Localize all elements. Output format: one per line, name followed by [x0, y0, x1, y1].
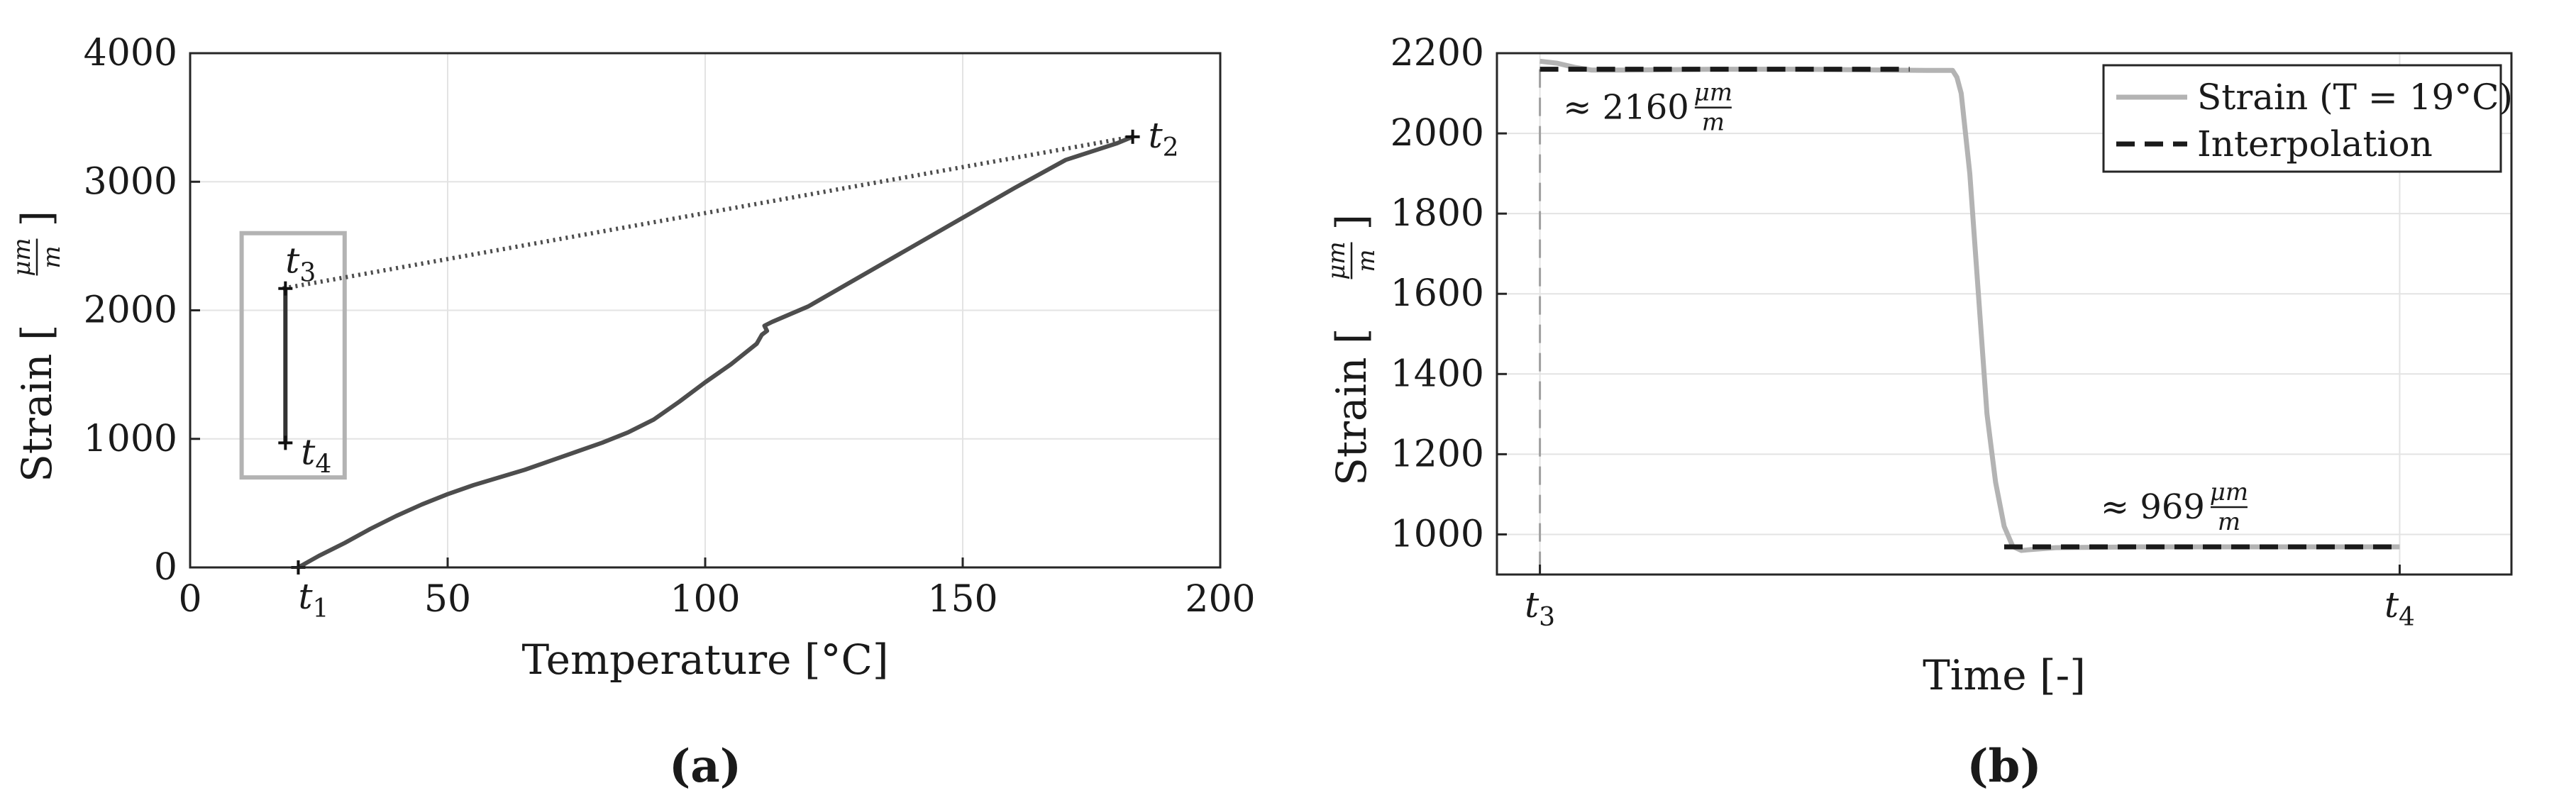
annotation-0-unit-denominator: m [1702, 109, 1725, 137]
x-tick-label: 200 [1185, 578, 1255, 621]
series-line-1 [282, 134, 1134, 291]
panel-b-grid [1497, 52, 2511, 575]
point-label-t3-subscript: 3 [299, 259, 316, 288]
x-tick-label-t3-subscript: 3 [1539, 603, 1555, 632]
panel-a-x-axis-label: Temperature [°C] [521, 636, 888, 684]
annotation-1-unit: μmm [2210, 478, 2248, 536]
panel-b-plot-area [1539, 58, 2400, 575]
y-tick-label: 0 [154, 546, 177, 589]
y-tick-label: 4000 [84, 32, 177, 74]
x-tick-label: 0 [178, 578, 201, 621]
point-label-t1-base: t [298, 576, 313, 617]
x-tick-label: 100 [670, 578, 740, 621]
panel-b-legend: Strain (T = 19°C) Interpolation [2102, 64, 2513, 173]
x-tick-label-t3: t3 [1525, 584, 1555, 632]
y-tick-label: 1800 [1391, 192, 1484, 235]
point-label-t4: t4 [301, 431, 331, 479]
panel-a-y-axis-label: Strain [ μm m] [8, 211, 66, 482]
point-label-t4-subscript: 4 [315, 450, 331, 479]
y-axis-label-unit-numerator: μm [1322, 241, 1351, 279]
x-tick-label-t3-base: t [1525, 584, 1539, 626]
y-tick-label: 2200 [1391, 32, 1484, 74]
annotation-1-value: ≈ 969 [2101, 487, 2205, 527]
panel-a-caption: (a) [669, 740, 741, 793]
y-axis-label-close: ] [13, 211, 61, 227]
y-tick-label: 2000 [1391, 112, 1484, 155]
point-label-t2-base: t [1149, 115, 1163, 156]
annotation-0-value: ≈ 2160 [1563, 88, 1689, 128]
x-tick-label-t4-base: t [2384, 584, 2399, 626]
y-axis-label-text: Strain [ [13, 325, 61, 482]
legend-label-1: Interpolation [2197, 123, 2433, 165]
x-tick-label: 50 [424, 578, 471, 621]
y-tick-label: 1600 [1391, 272, 1484, 315]
point-label-t2-subscript: 2 [1163, 133, 1179, 162]
annotation-1-unit-numerator: μm [2210, 478, 2248, 506]
y-tick-label: 1400 [1391, 353, 1484, 395]
y-axis-label-unit-denominator: m [38, 245, 66, 268]
y-axis-label-unit-denominator: m [1352, 249, 1381, 272]
legend-label-0: Strain (T = 19°C) [2197, 77, 2513, 118]
y-axis-label-unit: μm m [8, 238, 66, 276]
x-tick-label: 150 [927, 578, 997, 621]
y-axis-label-unit-numerator: μm [8, 238, 36, 276]
y-axis-label-unit: μm m [1322, 241, 1381, 279]
point-label-t2: t2 [1149, 115, 1179, 162]
x-tick-label-t4: t4 [2384, 584, 2415, 632]
y-tick-label: 2000 [84, 289, 177, 332]
y-tick-label: 3000 [84, 160, 177, 203]
y-axis-label-close: ] [1327, 214, 1376, 231]
legend-box [2102, 64, 2502, 173]
point-label-t3-base: t [285, 240, 300, 282]
annotation-0-unit-numerator: μm [1694, 79, 1732, 107]
panel-b-x-axis-label: Time [-] [1923, 651, 2086, 699]
panel-b-annotations: ≈ 2160 μmm≈ 969 μmm [1563, 79, 2248, 536]
y-tick-label: 1000 [84, 418, 177, 460]
y-tick-label: 1000 [1391, 513, 1484, 555]
annotation-0-unit: μmm [1694, 79, 1732, 137]
panel-b-y-axis-label: Strain [ μm m] [1322, 214, 1381, 486]
series-line-0 [297, 135, 1134, 570]
panel-b-caption: (b) [1967, 740, 2041, 793]
highlight-box [239, 231, 347, 480]
annotation-1-unit-denominator: m [2218, 508, 2240, 536]
point-label-t3: t3 [285, 240, 316, 288]
point-label-t1-subscript: 1 [313, 594, 329, 623]
x-tick-label-t4-subscript: 4 [2399, 603, 2415, 632]
y-tick-label: 1200 [1391, 433, 1484, 475]
panel-b-axes-frame [1496, 52, 2513, 576]
point-label-t1: t1 [298, 576, 328, 623]
y-axis-label-text: Strain [ [1327, 328, 1376, 486]
point-label-t4-base: t [301, 431, 316, 472]
